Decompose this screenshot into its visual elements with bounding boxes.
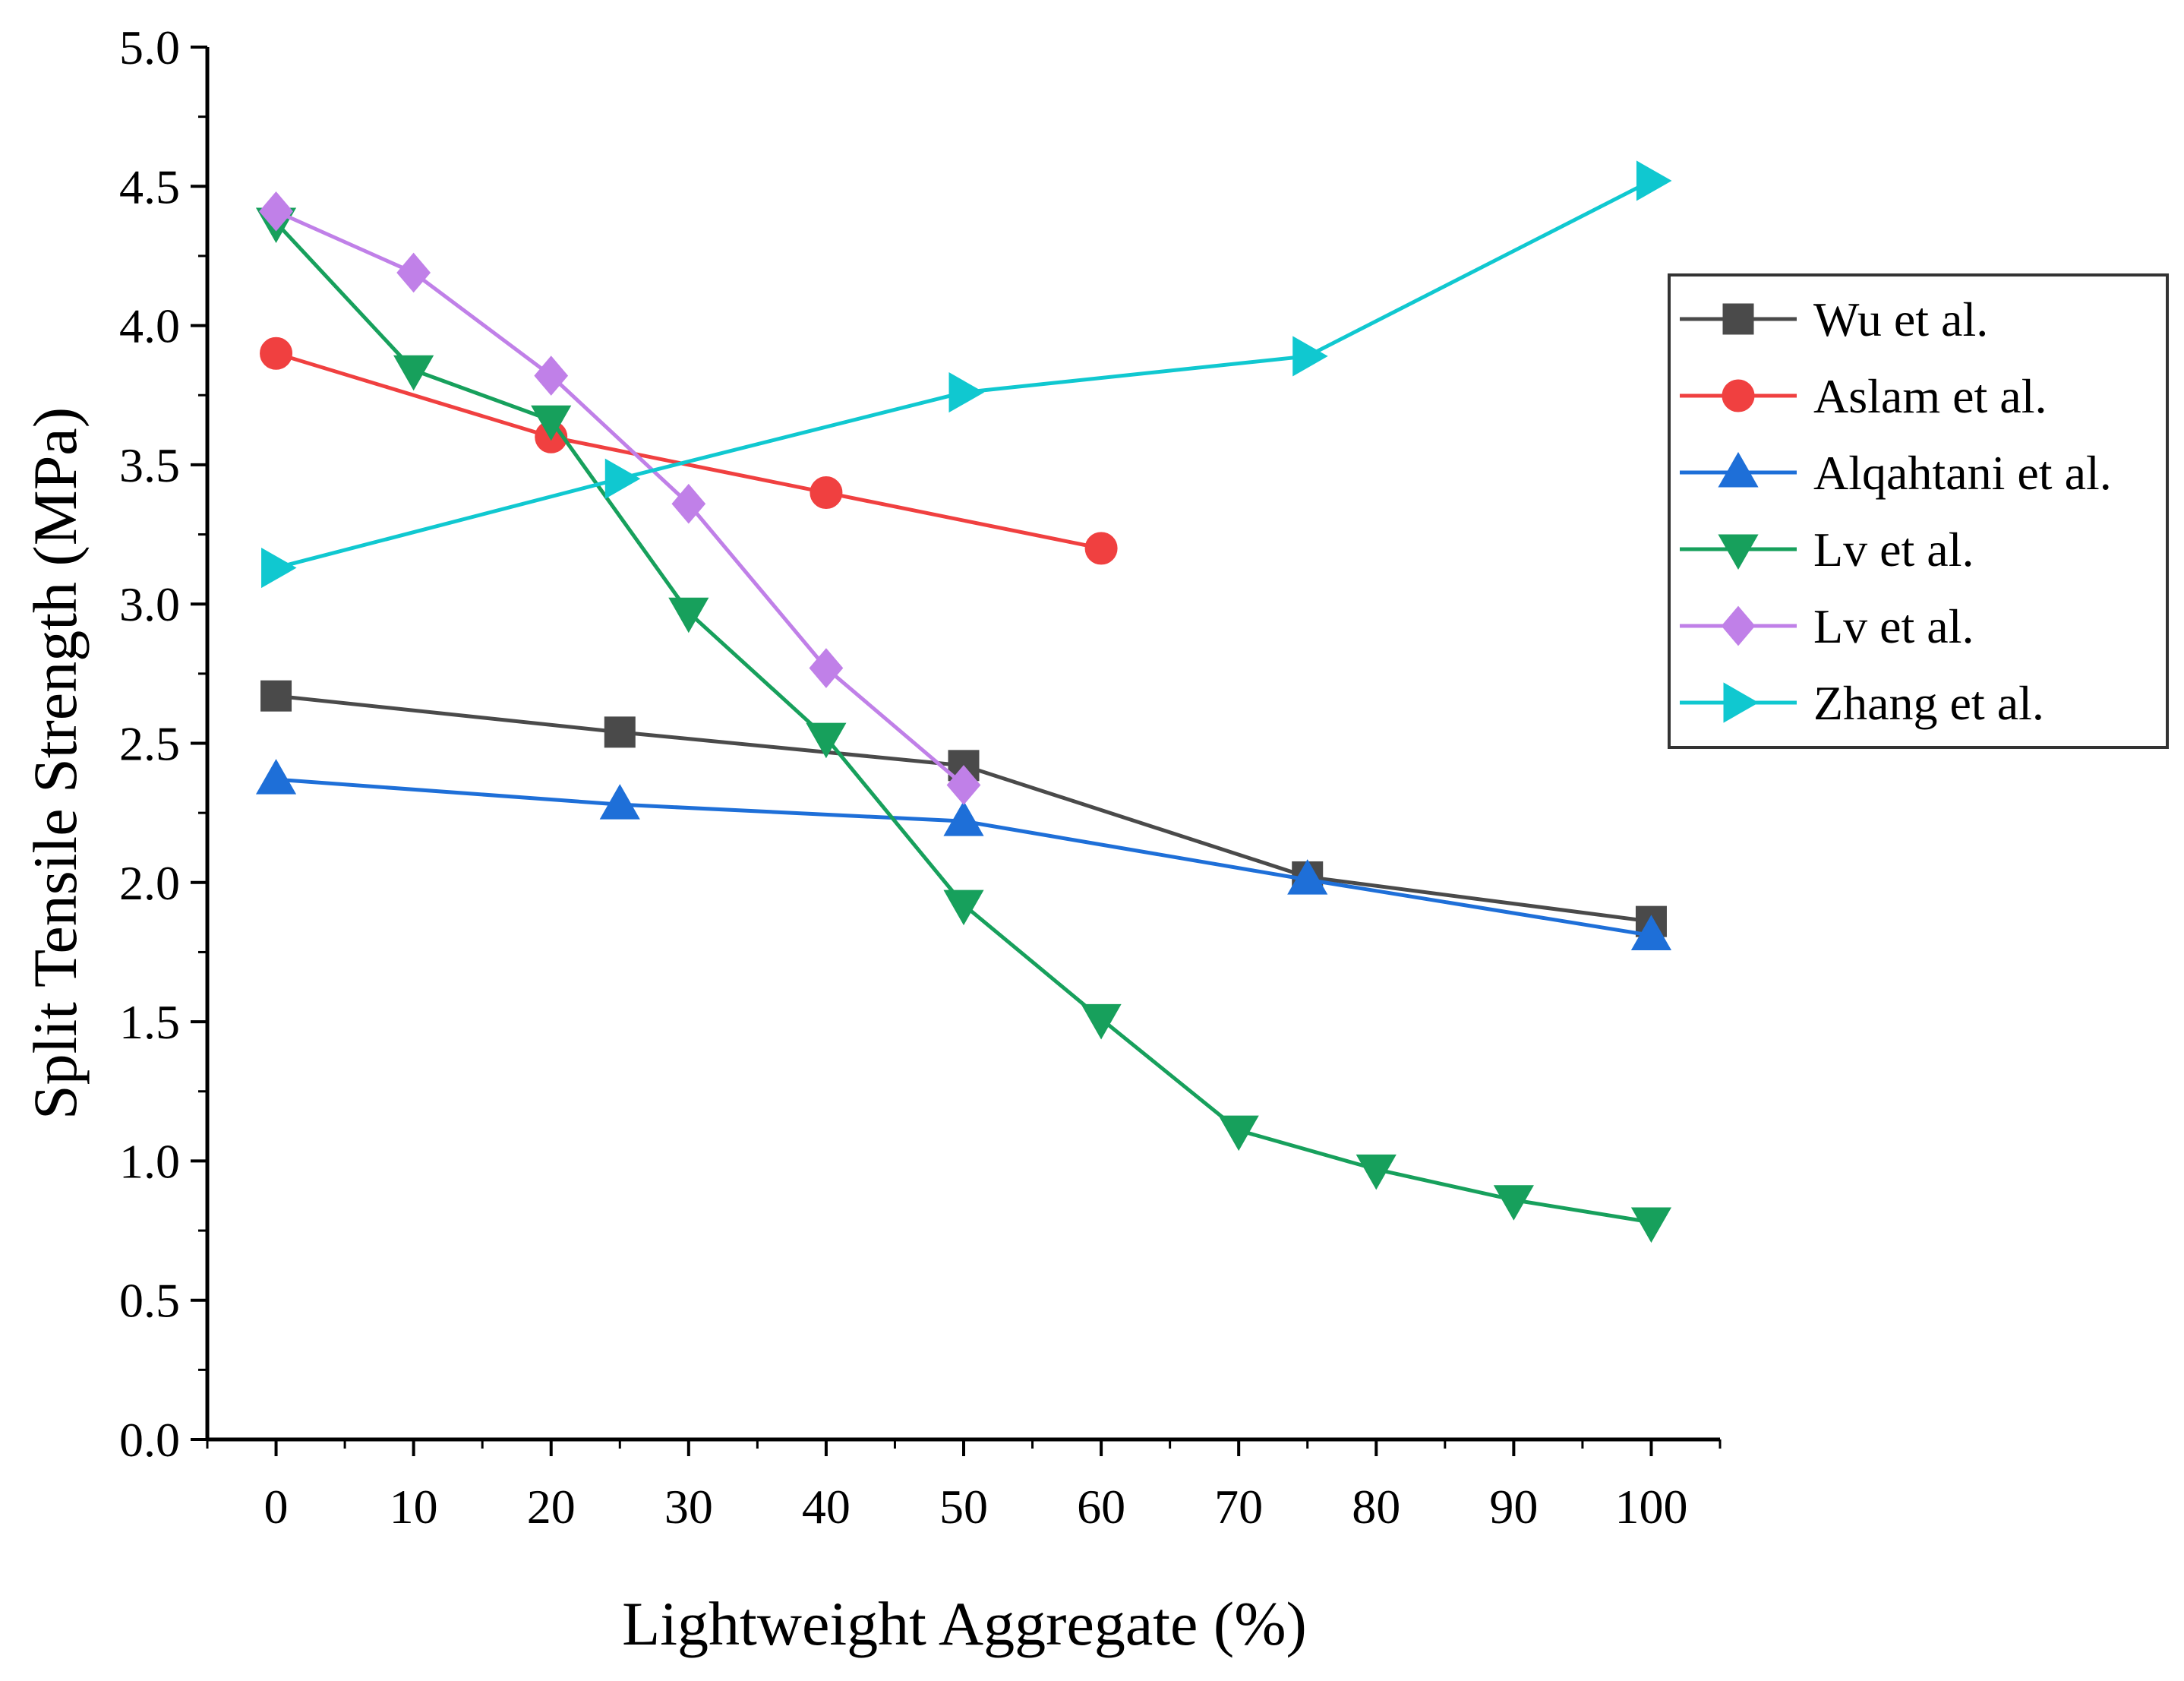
data-point	[604, 716, 636, 748]
legend-item: Lv et al.	[1680, 599, 1974, 653]
series-5	[259, 191, 981, 805]
y-tick-label: 4.5	[119, 160, 180, 213]
legend-marker	[1722, 379, 1755, 412]
x-tick-label: 100	[1614, 1480, 1687, 1534]
data-point	[396, 252, 431, 293]
data-point	[1630, 915, 1672, 950]
data-point	[809, 648, 844, 688]
x-tick-label: 20	[527, 1480, 576, 1534]
legend: Wu et al. Aslam et al. Alqahtani et al. Lv …	[1668, 273, 2169, 749]
legend-label: Lv et al.	[1813, 523, 1974, 577]
series-line	[275, 179, 1652, 570]
data-point	[259, 191, 293, 232]
legend-item: Aslam et al.	[1680, 369, 2047, 423]
x-tick-label: 40	[802, 1480, 851, 1534]
data-point	[946, 765, 981, 805]
y-tick-label: 2.5	[119, 717, 180, 771]
y-tick-label: 3.5	[119, 438, 180, 492]
legend-box	[1668, 273, 2169, 749]
y-tick-label: 1.0	[119, 1134, 180, 1188]
y-tick-label: 2.0	[119, 856, 180, 910]
series-2	[260, 337, 1118, 565]
series-line	[275, 210, 965, 787]
data-point	[806, 722, 847, 759]
series-line	[275, 351, 1102, 551]
data-point	[1493, 1185, 1534, 1221]
data-point	[534, 355, 569, 396]
data-point	[1287, 859, 1328, 895]
legend-label: Alqahtani et al.	[1813, 446, 2112, 500]
axes: 0.0 0.5 1.0 1.5 2.0 2.5 3.0 3.5 4.0 4.5 5.0 0 10 20 30…	[119, 21, 1722, 1534]
y-tick-label: 0.5	[119, 1274, 180, 1328]
data-point	[261, 547, 297, 589]
series-layer	[255, 160, 1672, 1243]
y-tick-label: 3.0	[119, 577, 180, 631]
x-axis-title: Lightweight Aggregate (%)	[622, 1589, 1307, 1658]
data-point	[1630, 1207, 1672, 1243]
y-tick-label: 0.0	[119, 1413, 180, 1467]
data-point	[1218, 1115, 1259, 1152]
data-point	[393, 355, 434, 391]
data-point	[943, 801, 984, 836]
x-tick-label: 60	[1077, 1480, 1125, 1534]
x-tick-label: 70	[1214, 1480, 1263, 1534]
y-tick-label: 5.0	[119, 21, 180, 74]
data-point	[943, 889, 984, 926]
legend-label: Zhang et al.	[1813, 676, 2044, 730]
data-point	[260, 337, 293, 370]
legend-marker	[1723, 682, 1760, 723]
legend-label: Aslam et al.	[1813, 369, 2047, 423]
data-point	[255, 759, 297, 795]
data-point	[604, 458, 641, 499]
series-3	[255, 759, 1672, 950]
series-6	[261, 160, 1672, 589]
legend-item: Wu et al.	[1680, 292, 1988, 346]
y-tick-label: 4.0	[119, 299, 180, 353]
x-tick-label: 0	[264, 1480, 289, 1534]
data-point	[1081, 1003, 1122, 1040]
legend-label: Lv et al.	[1813, 599, 1974, 653]
x-tick-label: 50	[939, 1480, 988, 1534]
data-point	[531, 405, 572, 441]
data-point	[810, 476, 843, 510]
data-point	[668, 597, 709, 634]
x-tick-label: 90	[1489, 1480, 1538, 1534]
data-point	[1636, 160, 1672, 201]
legend-marker	[1722, 303, 1754, 335]
data-point	[1084, 532, 1118, 565]
y-tick-label: 1.5	[119, 995, 180, 1049]
data-point	[1292, 336, 1328, 377]
legend-label: Wu et al.	[1813, 292, 1988, 346]
legend-marker	[1718, 451, 1759, 488]
data-point	[260, 680, 292, 712]
y-axis-title: Split Tensile Strength (MPa)	[21, 407, 90, 1120]
legend-marker	[1718, 534, 1759, 570]
x-tick-label: 80	[1352, 1480, 1400, 1534]
legend-item: Zhang et al.	[1680, 676, 2044, 730]
data-point	[948, 371, 985, 413]
series-line	[274, 221, 1652, 1224]
x-tick-label: 10	[390, 1480, 438, 1534]
x-tick-label: 30	[664, 1480, 713, 1534]
series-4	[255, 207, 1672, 1243]
legend-item: Lv et al.	[1680, 523, 1974, 577]
legend-item: Alqahtani et al.	[1680, 446, 2112, 500]
data-point	[599, 784, 640, 820]
legend-marker	[1721, 605, 1756, 646]
data-point	[1356, 1154, 1397, 1190]
data-point	[671, 483, 706, 524]
